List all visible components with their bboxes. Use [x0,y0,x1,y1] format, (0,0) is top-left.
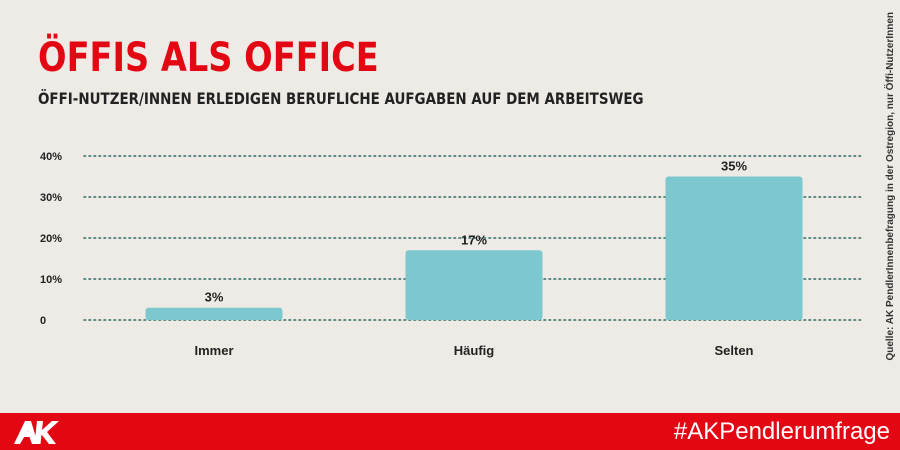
ak-logo-icon [14,421,59,444]
y-tick-label: 40% [40,151,62,163]
category-label: Häufig [454,343,495,358]
category-label: Immer [194,343,233,358]
chart-title: ÖFFIS ALS OFFICE [38,35,379,81]
hashtag-label: #AKPendlerumfrage [673,418,890,445]
y-tick-label: 10% [40,274,62,286]
y-tick-label: 0 [40,315,46,327]
data-label: 3% [205,290,224,305]
footer-bar: #AKPendlerumfrage [0,413,900,450]
bar-chart: 0 10% 20% 30% 40% 3% Immer 17% Häufig 35% Selten [40,151,865,358]
data-label: 35% [721,159,747,174]
category-label: Selten [714,343,753,358]
bar [665,176,803,320]
bar [145,307,283,320]
bar [405,250,543,320]
data-label: 17% [461,232,487,247]
y-tick-label: 30% [40,192,62,204]
y-tick-label: 20% [40,233,62,245]
chart-subtitle: ÖFFI-NUTZER/INNEN ERLEDIGEN BERUFLICHE A… [38,89,644,108]
